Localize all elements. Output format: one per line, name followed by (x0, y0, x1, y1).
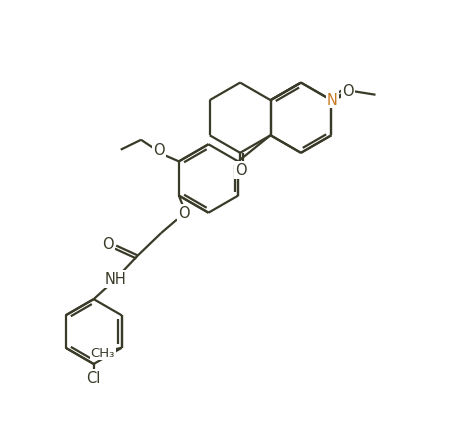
Text: NH: NH (105, 272, 126, 287)
Text: O: O (153, 143, 165, 158)
Text: O: O (178, 206, 189, 221)
Text: O: O (102, 236, 114, 251)
Text: O: O (342, 83, 354, 98)
Text: CH₃: CH₃ (91, 346, 115, 359)
Text: O: O (235, 163, 247, 178)
Text: N: N (327, 92, 337, 108)
Text: Cl: Cl (87, 370, 101, 385)
